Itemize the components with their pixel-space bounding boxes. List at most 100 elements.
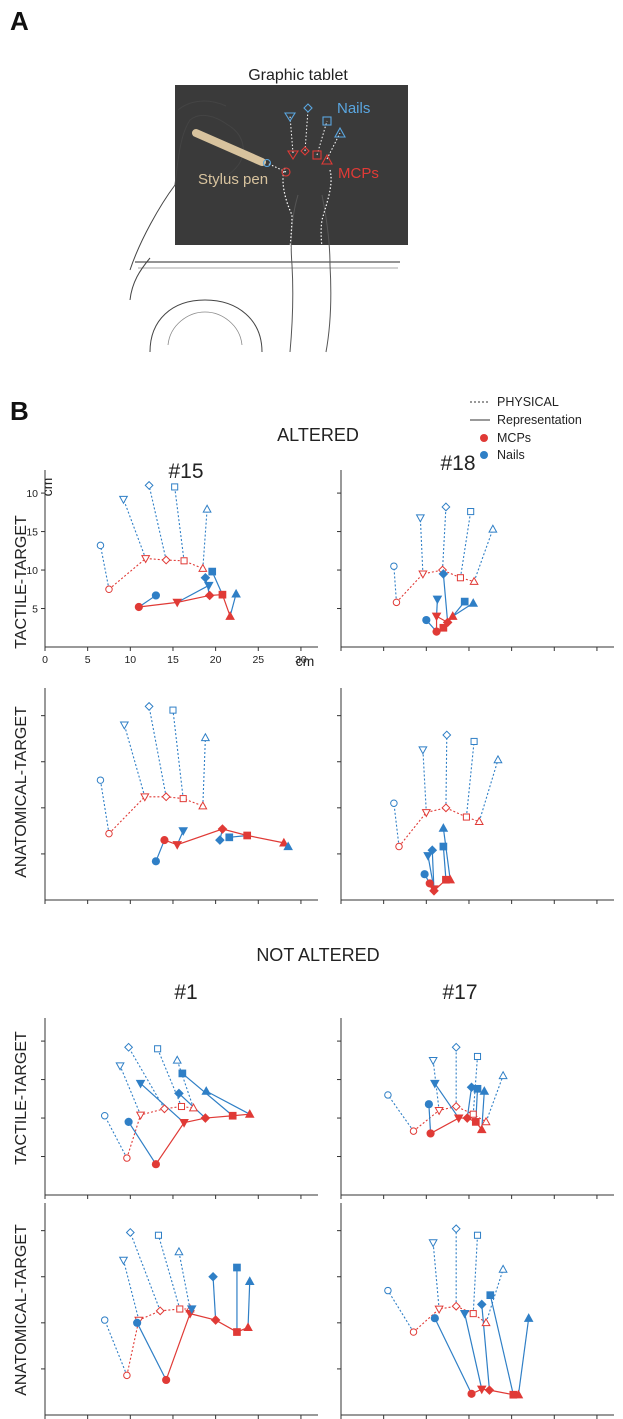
repr-finger-ring (211, 571, 223, 595)
physical-finger-thumb (393, 566, 398, 603)
repr-finger-thumb (434, 1317, 473, 1395)
repr-mcp-little (279, 837, 289, 847)
physical-finger-index (123, 724, 146, 797)
physical-finger-index (432, 1242, 440, 1310)
repr-nail-ring (460, 597, 469, 606)
physical-finger-little (478, 759, 499, 822)
physical-mcp-thumb (395, 842, 403, 851)
repr-nail-ring (486, 1291, 495, 1300)
physical-nail-middle (144, 701, 154, 711)
repr-mcp-ring (509, 1390, 518, 1399)
repr-mcp-middle (429, 885, 439, 896)
physical-finger-middle (148, 485, 167, 561)
subplot-1: 0 5 10 15 20 25 30 5 10 15 10 (26, 470, 318, 666)
physical-mcp-index (421, 809, 431, 818)
x-tick-label: 0 (42, 654, 48, 666)
physical-mcp-middle (161, 792, 171, 802)
physical-finger-thumb (387, 1094, 414, 1132)
subplot-title-17: #17 (442, 981, 477, 1004)
physical-nail-thumb (100, 1112, 109, 1120)
panel-b-letter: B (10, 396, 29, 426)
physical-nail-ring (154, 1231, 163, 1239)
physical-nail-thumb (390, 799, 398, 807)
x-tick-label: 5 (85, 654, 91, 666)
repr-mcp-thumb (467, 1389, 476, 1398)
physical-finger-thumb (393, 803, 400, 847)
repr-nail-thumb (124, 1117, 133, 1126)
physical-nail-middle (441, 502, 451, 512)
physical-nail-ring (467, 508, 475, 516)
physical-nail-thumb (100, 1316, 109, 1324)
repr-nail-middle (208, 1271, 218, 1282)
physical-finger-middle (148, 706, 167, 797)
physical-finger-ring (472, 1235, 479, 1314)
repr-nail-little (244, 1276, 255, 1285)
repr-mcp-little (244, 1109, 255, 1118)
repr-finger-middle (442, 573, 449, 623)
repr-nail-index (204, 581, 214, 591)
x-tick-label: 20 (210, 654, 222, 666)
repr-nail-little (201, 1086, 212, 1095)
physical-mcp-little (198, 800, 208, 810)
nails-label: Nails (337, 100, 370, 117)
repr-nail-middle (427, 845, 438, 856)
physical-mcp-ring (179, 795, 187, 803)
physical-mcp-ring (469, 1310, 477, 1318)
physical-mcp-thumb (409, 1328, 418, 1336)
repr-finger-ring (489, 1295, 514, 1395)
repr-mcp-index (172, 841, 183, 850)
physical-mcp-little (481, 1317, 491, 1327)
repr-mcp-ring (218, 590, 227, 599)
physical-finger-middle (445, 735, 448, 808)
subplot-7 (41, 1203, 318, 1419)
physical-finger-thumb (99, 780, 110, 834)
repr-nail-thumb (430, 1314, 439, 1323)
x-axis-unit: cm (296, 653, 315, 669)
repr-finger-little (247, 1281, 251, 1328)
repr-nail-middle (215, 835, 225, 845)
physical-mcp-line (413, 1105, 487, 1132)
y-axis-unit: cm (39, 478, 55, 497)
subplot-5 (41, 1018, 318, 1199)
physical-mcp-middle (451, 1101, 461, 1112)
repr-finger-little (442, 828, 451, 880)
physical-nail-middle (124, 1042, 134, 1052)
physical-nail-thumb (390, 562, 398, 570)
repr-nail-middle (476, 1299, 487, 1310)
physical-nail-little (172, 1055, 182, 1064)
physical-finger-thumb (387, 1290, 414, 1333)
repr-mcp-thumb (160, 836, 169, 845)
physical-finger-little (485, 1269, 504, 1323)
repr-finger-index (140, 1082, 185, 1124)
repr-finger-thumb (428, 1104, 432, 1134)
repr-nail-little (523, 1313, 534, 1322)
repr-nail-index (135, 1079, 146, 1089)
physical-mcp-ring (462, 813, 470, 821)
physical-mcp-ring (469, 1110, 477, 1118)
row-label-anatomical-altered: ANATOMICAL-TARGET (13, 706, 30, 878)
physical-finger-index (119, 1065, 142, 1116)
repr-mcp-little (476, 1124, 487, 1134)
subplot-title-15: #15 (168, 460, 203, 483)
repr-mcp-thumb (432, 627, 441, 636)
x-tick-label: 10 (124, 654, 136, 666)
row-label-tactile-not-altered: TACTILE-TARGET (13, 1031, 30, 1165)
physical-mcp-index (434, 1106, 444, 1116)
physical-finger-ring (465, 741, 475, 818)
physical-mcp-thumb (123, 1154, 131, 1162)
repr-nail-little (479, 1086, 490, 1095)
physical-mcp-line (396, 569, 475, 603)
x-tick-label: 30 (295, 654, 307, 666)
physical-finger-index (422, 749, 427, 813)
physical-mcp-middle (441, 803, 451, 813)
physical-nail-middle (451, 1224, 461, 1234)
physical-mcp-thumb (123, 1371, 131, 1380)
y-tick-label: 10 (26, 488, 38, 500)
physical-nail-little (493, 754, 503, 764)
physical-finger-little (485, 1075, 504, 1123)
physical-nail-index (418, 746, 428, 755)
physical-mcp-index (135, 1111, 146, 1120)
repr-mcp-ring (471, 1118, 480, 1126)
physical-nail-little (498, 1070, 508, 1080)
physical-mcp-little (481, 1116, 491, 1126)
